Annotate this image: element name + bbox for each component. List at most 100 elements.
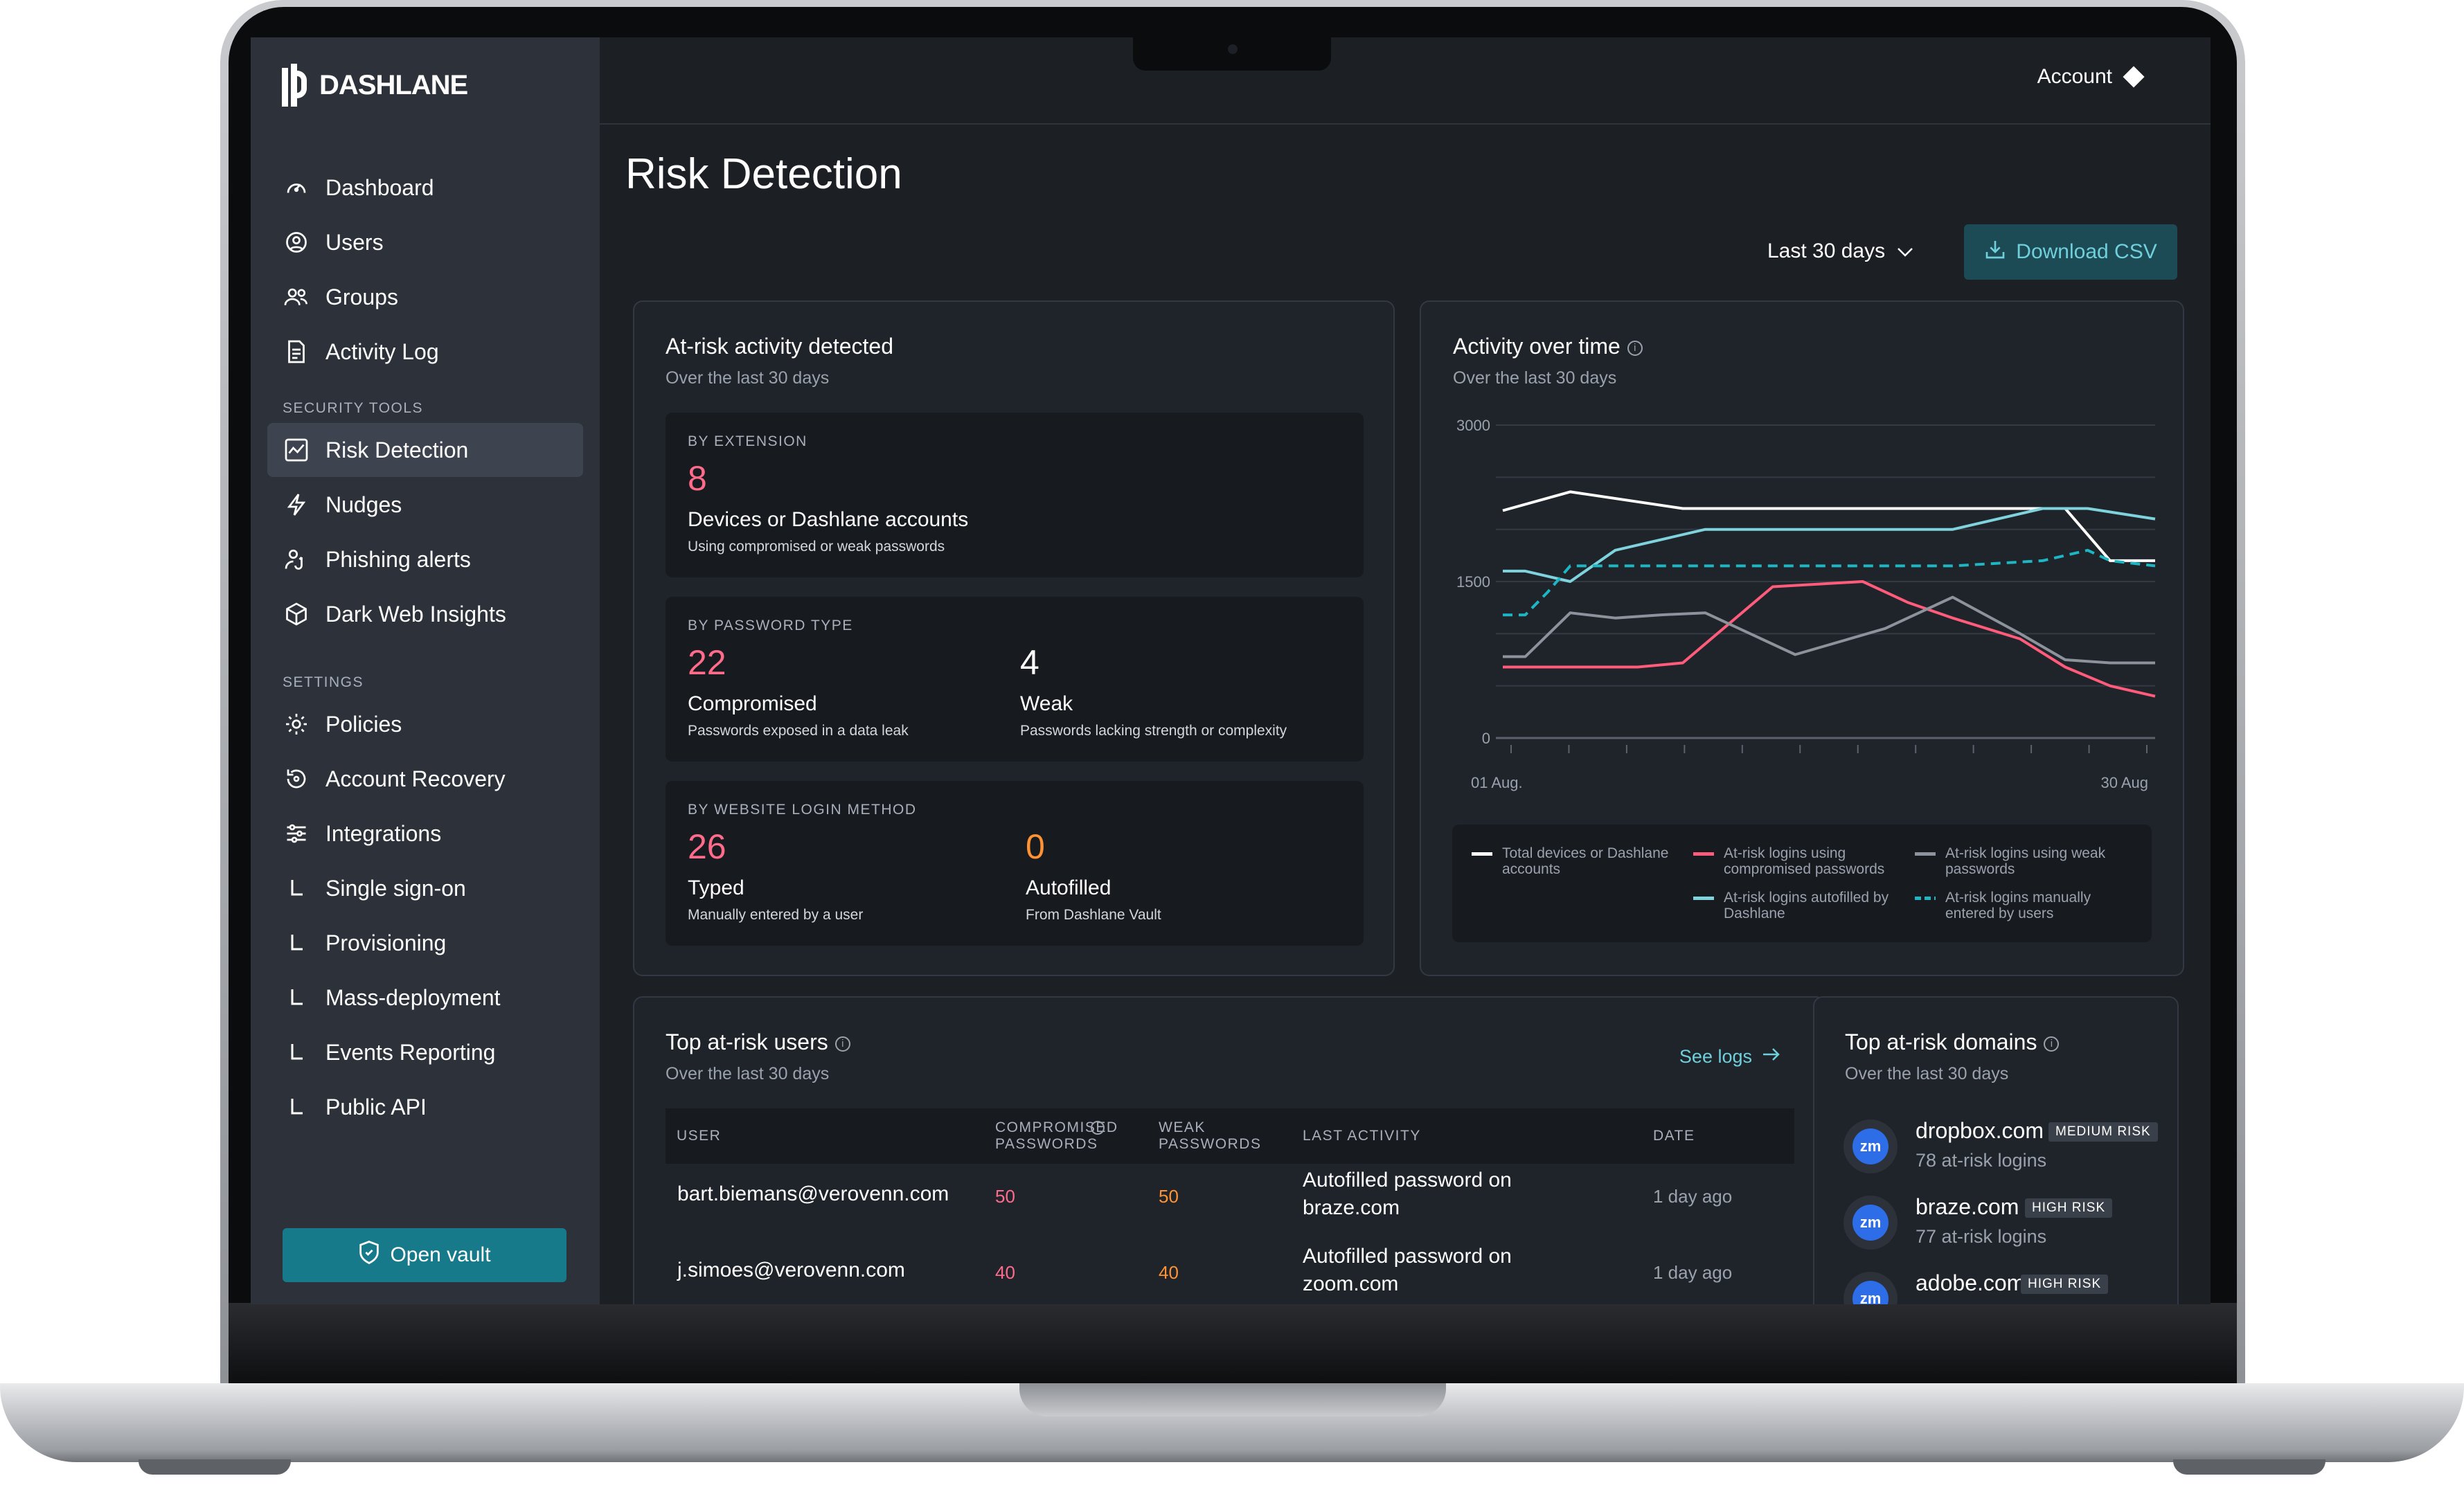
open-vault-button[interactable]: Open vault [283, 1228, 566, 1282]
sidebar-item-public-api[interactable]: Public API [267, 1080, 583, 1134]
laptop-opening-groove [1019, 1383, 1446, 1416]
by-login-method-panel: BY WEBSITE LOGIN METHOD 26 Typed Manuall… [666, 781, 1364, 946]
domain-name: adobe.com [1916, 1270, 2026, 1295]
sidebar: DASHLANE Dashboard Users Groups Activity… [251, 37, 600, 1304]
series-line-2 [1503, 580, 2156, 698]
lightning-icon [283, 491, 310, 519]
card-title-text: Top at-risk domains [1845, 1029, 2037, 1054]
compromised-desc: Passwords exposed in a data leak [688, 723, 909, 739]
legend-item: At-risk logins autofilled by Dashlane [1693, 890, 1908, 921]
sidebar-item-account-recovery[interactable]: Account Recovery [267, 752, 583, 806]
cube-icon [283, 600, 310, 628]
column-header-last-activity: LAST ACTIVITY [1303, 1128, 1421, 1144]
corner-icon [283, 874, 310, 902]
dashlane-logo-icon [282, 64, 312, 107]
column-header-date: DATE [1653, 1128, 1695, 1144]
legend-swatch [1693, 852, 1714, 856]
sidebar-item-label: Account Recovery [325, 766, 506, 791]
info-icon[interactable]: i [1627, 340, 1643, 356]
shield-icon [358, 1241, 380, 1270]
legend-item: Total devices or Dashlane accounts [1472, 845, 1679, 877]
legend-label: At-risk logins using compromised passwor… [1724, 845, 1885, 877]
recovery-icon [283, 765, 310, 793]
sidebar-item-label: Policies [325, 711, 402, 737]
autofilled-label: Autofilled [1026, 876, 1112, 899]
column-header-weak: WEAK PASSWORDS [1159, 1119, 1262, 1152]
sidebar-item-nudges[interactable]: Nudges [267, 478, 583, 532]
sidebar-item-mass-deployment[interactable]: Mass-deployment [267, 971, 583, 1025]
arrow-right-icon [1762, 1046, 1781, 1068]
page-title: Risk Detection [625, 150, 902, 198]
sidebar-item-label: Phishing alerts [325, 546, 471, 572]
weak-count: 40 [1159, 1262, 1179, 1283]
gauge-icon [283, 174, 310, 201]
card-subtitle: Over the last 30 days [666, 368, 830, 388]
download-csv-button[interactable]: Download CSV [1964, 224, 2177, 280]
sidebar-item-integrations[interactable]: Integrations [267, 807, 583, 861]
by-password-type-panel: BY PASSWORD TYPE 22 Compromised Password… [666, 597, 1364, 762]
account-menu[interactable]: Account [2037, 65, 2145, 89]
sidebar-item-label: Risk Detection [325, 437, 469, 462]
sidebar-item-dashboard[interactable]: Dashboard [267, 161, 583, 215]
legend-swatch [1472, 852, 1492, 856]
info-icon[interactable]: i [834, 1036, 850, 1052]
panel-heading: BY WEBSITE LOGIN METHOD [688, 802, 917, 818]
panel-heading: BY PASSWORD TYPE [688, 618, 853, 633]
table-header: USER COMPROMISED PASSWORDS WEAK PASSWORD… [666, 1108, 1794, 1164]
series-line-3 [1503, 595, 2155, 665]
chevron-down-icon [1896, 240, 1914, 263]
see-logs-link[interactable]: See logs [1679, 1046, 1781, 1068]
info-icon[interactable]: i [1091, 1121, 1105, 1135]
sidebar-item-activity-log[interactable]: Activity Log [267, 325, 583, 379]
domain-name: dropbox.com [1916, 1118, 2044, 1143]
activity-over-time-card: Activity over time i Over the last 30 day… [1420, 300, 2184, 976]
sidebar-item-dark-web-insights[interactable]: Dark Web Insights [267, 587, 583, 641]
sidebar-item-policies[interactable]: Policies [267, 697, 583, 751]
card-subtitle: Over the last 30 days [666, 1064, 830, 1083]
column-header-user: USER [677, 1128, 722, 1144]
account-label: Account [2037, 65, 2112, 88]
domain-logo-icon: zm [1843, 1272, 1898, 1304]
see-logs-label: See logs [1679, 1046, 1752, 1067]
x-tick-label: 01 Aug. [1471, 774, 1523, 791]
compromised-label: Compromised [688, 692, 817, 715]
sidebar-item-label: Events Reporting [325, 1039, 496, 1065]
sidebar-item-risk-detection[interactable]: Risk Detection [267, 423, 583, 477]
x-tick-label: 30 Aug [2100, 774, 2148, 791]
risk-badge: HIGH RISK [2025, 1198, 2113, 1218]
domain-item[interactable]: zm braze.com HIGH RISK 77 at-risk logins [1843, 1193, 2162, 1255]
date-range-select[interactable]: Last 30 days [1767, 240, 1914, 263]
extension-count: 8 [688, 459, 707, 498]
sidebar-item-label: Provisioning [325, 930, 447, 955]
brand-logo[interactable]: DASHLANE [282, 64, 468, 107]
download-csv-label: Download CSV [2016, 240, 2157, 263]
laptop-foot-left [139, 1459, 291, 1475]
sidebar-item-label: Dashboard [325, 174, 434, 200]
sidebar-item-label: Integrations [325, 820, 442, 846]
sidebar-item-users[interactable]: Users [267, 215, 583, 269]
top-bar: Account [600, 37, 2211, 125]
user-circle-icon [283, 228, 310, 256]
sidebar-item-events-reporting[interactable]: Events Reporting [267, 1025, 583, 1079]
sliders-icon [283, 820, 310, 847]
legend-label: Total devices or Dashlane accounts [1502, 845, 1669, 877]
series-line-4 [1503, 507, 2156, 583]
autofilled-count: 0 [1026, 827, 1045, 866]
domain-item[interactable]: zm dropbox.com MEDIUM RISK 78 at-risk lo… [1843, 1117, 2162, 1179]
sidebar-item-groups[interactable]: Groups [267, 270, 583, 324]
card-title: Activity over time i [1453, 334, 1643, 359]
by-extension-panel: BY EXTENSION 8 Devices or Dashlane accou… [666, 413, 1364, 577]
sidebar-item-provisioning[interactable]: Provisioning [267, 916, 583, 970]
diamond-icon [2123, 66, 2145, 88]
info-icon[interactable]: i [2044, 1036, 2060, 1052]
y-tick-label: 0 [1482, 730, 1490, 747]
compromised-count: 50 [995, 1186, 1015, 1207]
activity-line-chart: 0 1500 3000 01 Aug. 30 Aug [1456, 417, 2156, 791]
legend-item: At-risk logins manually entered by users [1915, 890, 2143, 921]
domain-item[interactable]: zm adobe.com HIGH RISK [1843, 1269, 2162, 1304]
sidebar-item-phishing-alerts[interactable]: Phishing alerts [267, 532, 583, 586]
phishing-icon [283, 546, 310, 573]
open-vault-label: Open vault [390, 1243, 491, 1266]
sidebar-item-single-sign-on[interactable]: Single sign-on [267, 861, 583, 915]
at-risk-activity-card: At-risk activity detected Over the last … [633, 300, 1395, 976]
